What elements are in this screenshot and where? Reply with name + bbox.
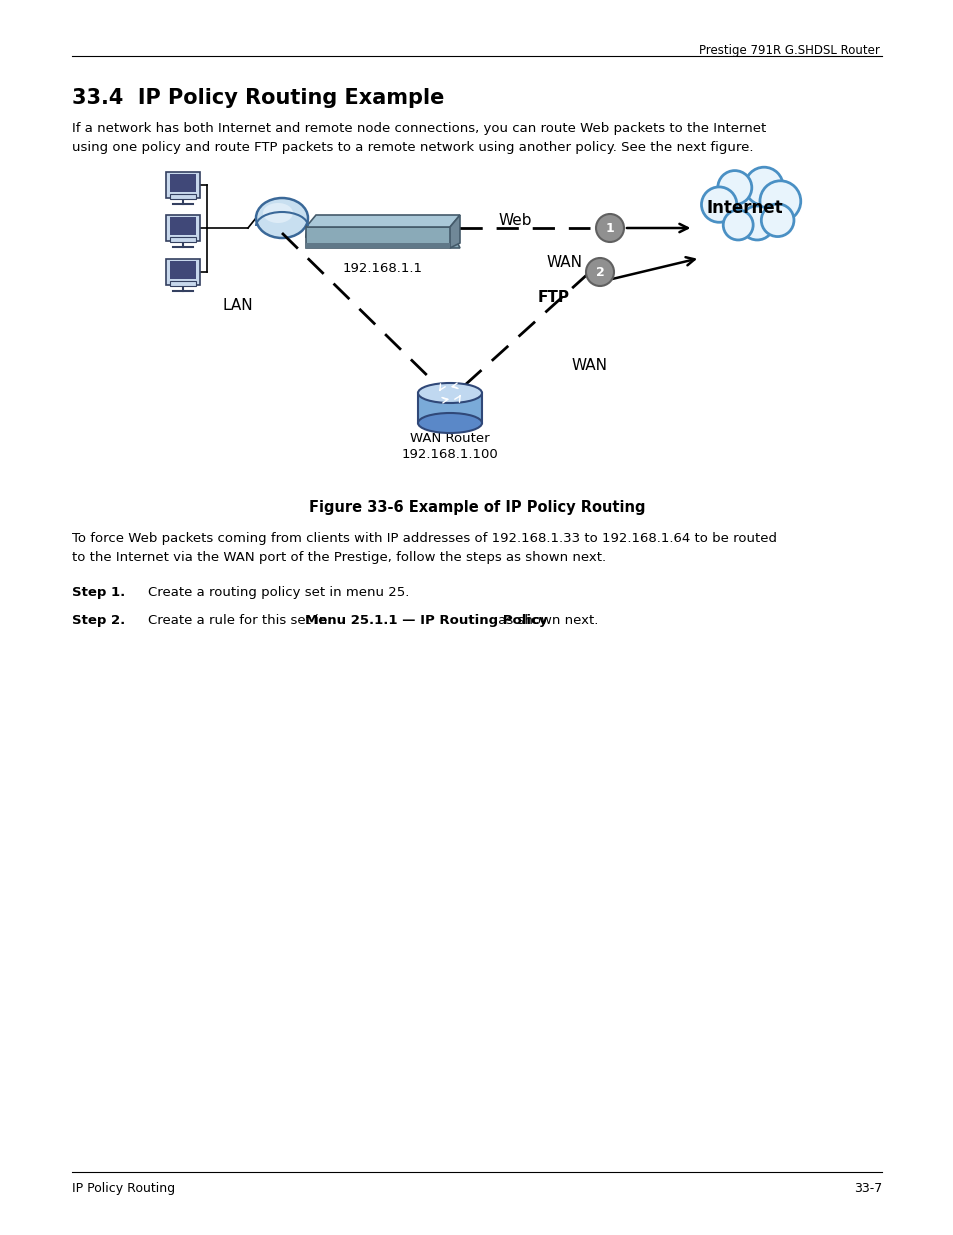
Text: Create a rule for this set in: Create a rule for this set in [148, 614, 332, 627]
Ellipse shape [417, 412, 481, 433]
FancyBboxPatch shape [417, 393, 481, 424]
Text: 192.168.1.1: 192.168.1.1 [343, 262, 422, 275]
Text: as shown next.: as shown next. [494, 614, 598, 627]
FancyBboxPatch shape [170, 174, 195, 191]
FancyBboxPatch shape [170, 217, 195, 235]
Text: To force Web packets coming from clients with IP addresses of 192.168.1.33 to 19: To force Web packets coming from clients… [71, 532, 776, 563]
Ellipse shape [263, 203, 293, 224]
Text: 2: 2 [595, 266, 604, 279]
Polygon shape [306, 227, 459, 248]
Circle shape [740, 206, 774, 240]
Text: LAN: LAN [222, 298, 253, 312]
Circle shape [760, 204, 793, 237]
Text: Menu 25.1.1 — IP Routing Policy: Menu 25.1.1 — IP Routing Policy [305, 614, 547, 627]
Text: 33-7: 33-7 [853, 1182, 882, 1195]
Circle shape [722, 210, 752, 240]
Text: WAN: WAN [572, 358, 607, 373]
Circle shape [585, 258, 614, 287]
Text: Figure 33-6 Example of IP Policy Routing: Figure 33-6 Example of IP Policy Routing [309, 500, 644, 515]
Text: Step 1.: Step 1. [71, 585, 125, 599]
Text: 192.168.1.100: 192.168.1.100 [401, 448, 497, 461]
FancyBboxPatch shape [166, 172, 200, 198]
FancyBboxPatch shape [170, 194, 195, 199]
Text: If a network has both Internet and remote node connections, you can route Web pa: If a network has both Internet and remot… [71, 122, 765, 153]
Circle shape [700, 186, 736, 222]
Text: 33.4  IP Policy Routing Example: 33.4 IP Policy Routing Example [71, 88, 444, 107]
Text: WAN: WAN [546, 254, 582, 270]
Text: Step 2.: Step 2. [71, 614, 125, 627]
Polygon shape [450, 215, 459, 248]
Text: WAN Router: WAN Router [410, 432, 489, 445]
Text: FTP: FTP [537, 290, 569, 305]
Circle shape [719, 182, 770, 233]
Text: 1: 1 [605, 221, 614, 235]
FancyBboxPatch shape [170, 237, 195, 242]
Circle shape [744, 167, 782, 205]
FancyBboxPatch shape [170, 282, 195, 287]
Polygon shape [306, 215, 459, 227]
FancyBboxPatch shape [166, 215, 200, 241]
Polygon shape [306, 243, 450, 248]
Ellipse shape [255, 198, 308, 238]
FancyBboxPatch shape [170, 261, 195, 279]
Text: Internet: Internet [706, 199, 782, 217]
Text: IP Policy Routing: IP Policy Routing [71, 1182, 175, 1195]
Text: Web: Web [497, 212, 531, 228]
Circle shape [717, 170, 751, 205]
Text: Create a routing policy set in menu 25.: Create a routing policy set in menu 25. [148, 585, 409, 599]
FancyBboxPatch shape [166, 259, 200, 285]
Ellipse shape [417, 383, 481, 403]
Text: Prestige 791R G.SHDSL Router: Prestige 791R G.SHDSL Router [699, 44, 879, 57]
Circle shape [760, 180, 800, 221]
Circle shape [596, 214, 623, 242]
